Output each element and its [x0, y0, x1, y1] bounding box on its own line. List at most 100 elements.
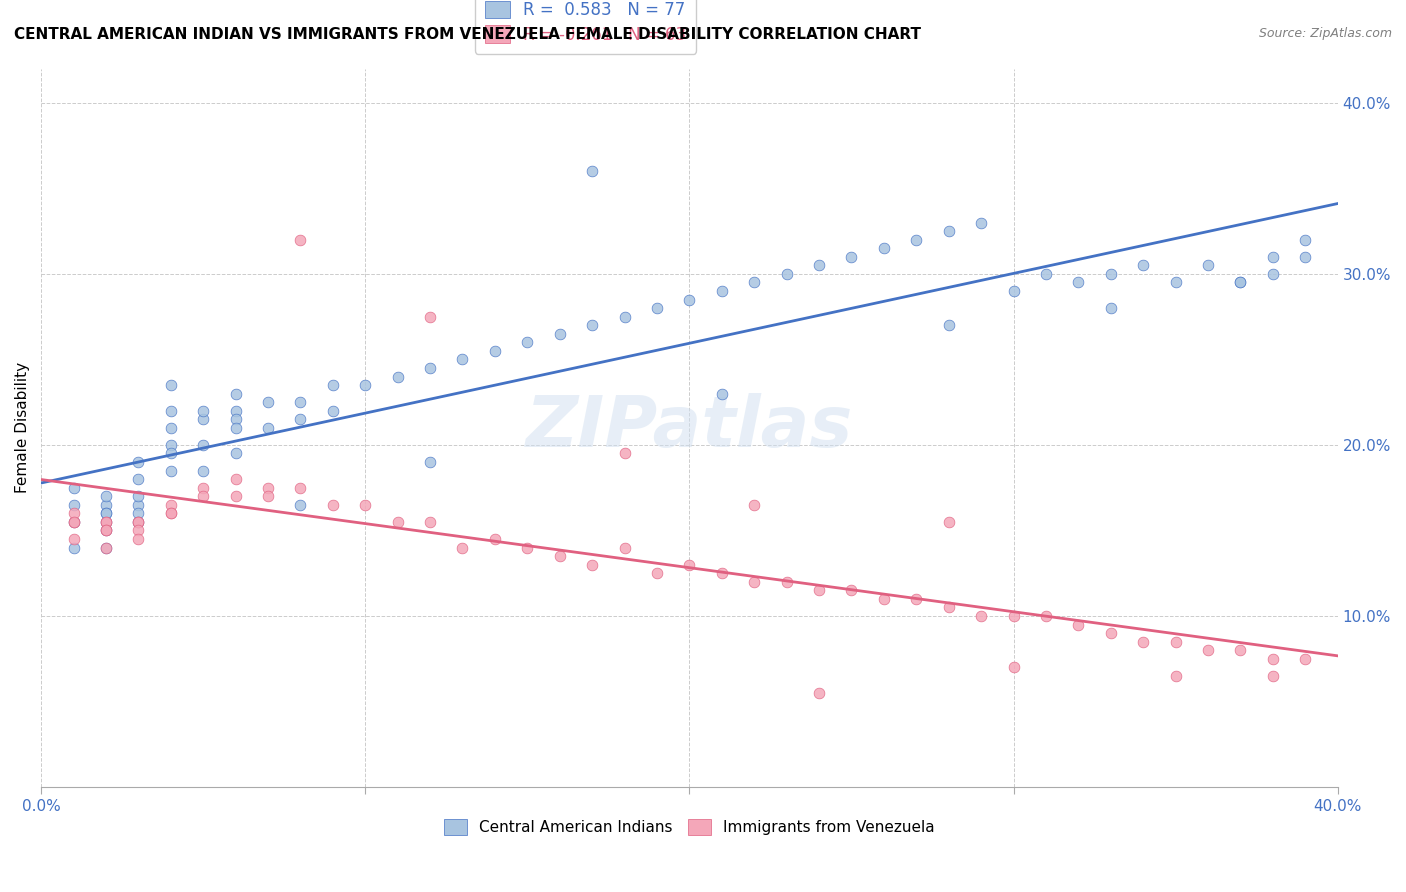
- Point: [742, 498, 765, 512]
- Point: [484, 343, 506, 358]
- Point: [225, 489, 247, 503]
- Point: [841, 583, 863, 598]
- Point: [1197, 258, 1219, 272]
- Point: [225, 412, 247, 426]
- Point: [159, 403, 181, 417]
- Point: [1229, 643, 1251, 657]
- Point: [193, 438, 215, 452]
- Point: [94, 541, 117, 555]
- Point: [290, 412, 312, 426]
- Point: [127, 524, 149, 538]
- Text: Source: ZipAtlas.com: Source: ZipAtlas.com: [1258, 27, 1392, 40]
- Text: ZIPatlas: ZIPatlas: [526, 393, 853, 462]
- Point: [62, 515, 84, 529]
- Point: [94, 498, 117, 512]
- Point: [1294, 250, 1316, 264]
- Point: [1197, 643, 1219, 657]
- Point: [905, 591, 928, 606]
- Point: [225, 403, 247, 417]
- Point: [1164, 276, 1187, 290]
- Point: [938, 318, 960, 333]
- Point: [127, 515, 149, 529]
- Point: [257, 395, 280, 409]
- Point: [841, 250, 863, 264]
- Point: [1002, 284, 1025, 298]
- Point: [62, 507, 84, 521]
- Point: [290, 233, 312, 247]
- Point: [62, 532, 84, 546]
- Point: [94, 515, 117, 529]
- Point: [127, 472, 149, 486]
- Point: [94, 515, 117, 529]
- Point: [775, 267, 797, 281]
- Point: [387, 369, 409, 384]
- Point: [613, 541, 636, 555]
- Point: [613, 310, 636, 324]
- Point: [516, 541, 538, 555]
- Point: [225, 446, 247, 460]
- Point: [678, 558, 700, 572]
- Text: CENTRAL AMERICAN INDIAN VS IMMIGRANTS FROM VENEZUELA FEMALE DISABILITY CORRELATI: CENTRAL AMERICAN INDIAN VS IMMIGRANTS FR…: [14, 27, 921, 42]
- Point: [193, 481, 215, 495]
- Point: [808, 583, 831, 598]
- Point: [127, 532, 149, 546]
- Point: [938, 600, 960, 615]
- Point: [548, 549, 571, 563]
- Point: [1067, 276, 1090, 290]
- Point: [775, 574, 797, 589]
- Point: [1002, 609, 1025, 624]
- Point: [127, 489, 149, 503]
- Point: [1099, 301, 1122, 315]
- Point: [1132, 258, 1154, 272]
- Point: [290, 481, 312, 495]
- Point: [1294, 233, 1316, 247]
- Point: [970, 609, 993, 624]
- Point: [159, 421, 181, 435]
- Point: [290, 395, 312, 409]
- Point: [94, 524, 117, 538]
- Point: [1099, 267, 1122, 281]
- Point: [94, 507, 117, 521]
- Point: [387, 515, 409, 529]
- Point: [710, 284, 733, 298]
- Point: [419, 455, 441, 469]
- Point: [1229, 276, 1251, 290]
- Point: [193, 464, 215, 478]
- Point: [419, 360, 441, 375]
- Point: [710, 386, 733, 401]
- Point: [1164, 634, 1187, 648]
- Point: [127, 515, 149, 529]
- Point: [127, 515, 149, 529]
- Point: [742, 574, 765, 589]
- Point: [581, 164, 603, 178]
- Point: [938, 515, 960, 529]
- Point: [94, 524, 117, 538]
- Point: [159, 378, 181, 392]
- Y-axis label: Female Disability: Female Disability: [15, 362, 30, 493]
- Point: [1132, 634, 1154, 648]
- Point: [62, 515, 84, 529]
- Point: [322, 498, 344, 512]
- Point: [159, 507, 181, 521]
- Point: [484, 532, 506, 546]
- Point: [970, 215, 993, 229]
- Point: [322, 378, 344, 392]
- Point: [354, 378, 377, 392]
- Point: [94, 507, 117, 521]
- Point: [905, 233, 928, 247]
- Point: [451, 352, 474, 367]
- Point: [193, 403, 215, 417]
- Legend: Central American Indians, Immigrants from Venezuela: Central American Indians, Immigrants fro…: [434, 810, 943, 844]
- Point: [62, 541, 84, 555]
- Point: [354, 498, 377, 512]
- Point: [710, 566, 733, 581]
- Point: [1261, 669, 1284, 683]
- Point: [159, 464, 181, 478]
- Point: [1002, 660, 1025, 674]
- Point: [225, 386, 247, 401]
- Point: [94, 541, 117, 555]
- Point: [1261, 652, 1284, 666]
- Point: [1229, 276, 1251, 290]
- Point: [808, 686, 831, 700]
- Point: [1067, 617, 1090, 632]
